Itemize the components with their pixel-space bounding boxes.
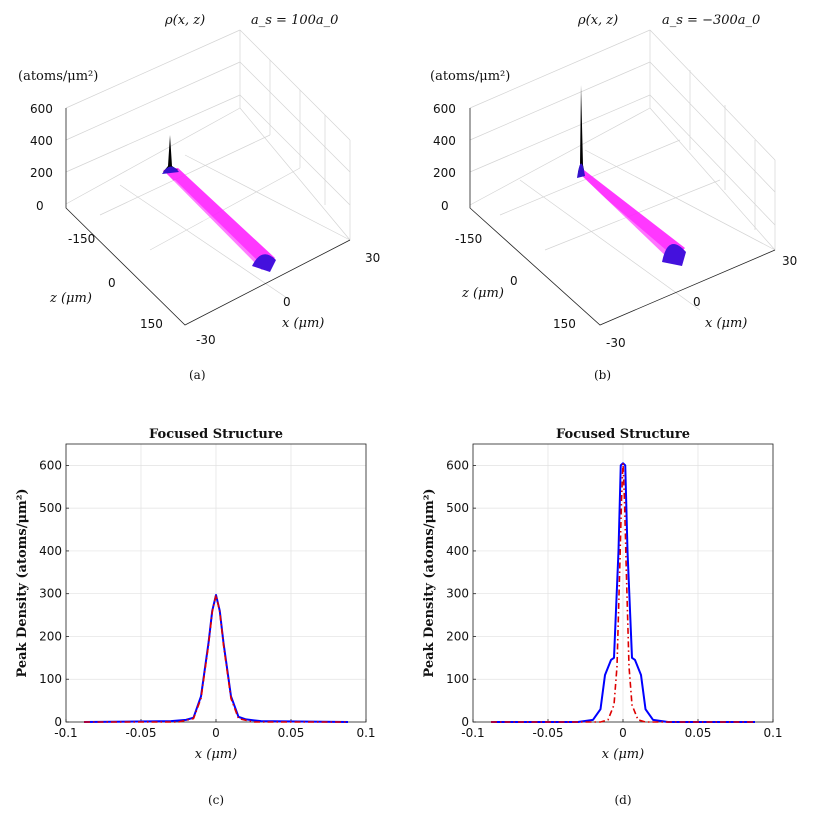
- density-peak-base: [577, 163, 585, 178]
- density-peak: [163, 135, 178, 172]
- x-axis-label: x (μm): [282, 316, 324, 331]
- xtick: 0: [693, 295, 701, 309]
- ztick: -150: [68, 232, 95, 246]
- ytick: 0: [36, 199, 44, 213]
- panel-d-line-chart: -0.1 -0.05 0 0.05 0.1 0 100 200 300 400 500 600 Foc…: [422, 427, 783, 807]
- ztick: 150: [553, 317, 576, 331]
- x-tick-label: -0.1: [461, 726, 484, 740]
- y-tick-label: 200: [39, 629, 62, 643]
- density-label: ρ(x, z): [577, 13, 618, 28]
- caption: (b): [594, 368, 611, 382]
- z-axis-label: z (μm): [461, 286, 504, 301]
- xtick: -30: [606, 336, 626, 350]
- x-tick-label: -0.1: [54, 726, 77, 740]
- xtick: 30: [365, 251, 380, 265]
- ytick: 400: [433, 134, 456, 148]
- x-axis-label: x (μm): [705, 316, 747, 331]
- y-tick-label: 600: [446, 458, 469, 472]
- x-tick-label: 0: [212, 726, 220, 740]
- ztick: -150: [455, 232, 482, 246]
- y-tick-label: 0: [54, 715, 62, 729]
- caption: (a): [189, 368, 206, 382]
- density-end-cap: [252, 254, 276, 272]
- ytick: 0: [441, 199, 449, 213]
- series-line-gaussian-fit: [491, 462, 755, 723]
- y-tick-label: 400: [446, 544, 469, 558]
- scattering-length-label: a_s = −300a_0: [662, 13, 760, 28]
- panel-b-surface-plot: 600 400 200 0 -150 0 150 30 0 -30 ρ(x, z…: [430, 13, 797, 382]
- y-tick-label: 400: [39, 544, 62, 558]
- panel-a-surface-plot: 600 400 200 0 -150 0 150 30 0 -30 ρ(x, z…: [18, 13, 380, 382]
- ztick: 0: [108, 276, 116, 290]
- x-tick-label: 0: [619, 726, 627, 740]
- ytick: 200: [433, 166, 456, 180]
- xtick: 30: [782, 254, 797, 268]
- x-tick-label: 0.1: [356, 726, 375, 740]
- x-tick-label: 0.05: [685, 726, 712, 740]
- x-tick-label: 0.05: [278, 726, 305, 740]
- density-tube-fade: [165, 180, 262, 268]
- density-peak: [578, 85, 584, 172]
- chart-title: Focused Structure: [556, 427, 690, 442]
- y-tick-label: 100: [39, 672, 62, 686]
- density-label: ρ(x, z): [164, 13, 205, 28]
- y-tick-label: 500: [39, 501, 62, 515]
- caption: (c): [208, 793, 224, 807]
- y-tick-label: 300: [39, 587, 62, 601]
- unit-label: (atoms/μm²): [430, 69, 510, 84]
- ytick: 600: [433, 102, 456, 116]
- unit-label: (atoms/μm²): [18, 69, 98, 84]
- density-tube: [578, 170, 685, 262]
- scattering-length-label: a_s = 100a_0: [251, 13, 338, 28]
- density-tube-fade: [580, 180, 672, 260]
- y-tick-label: 100: [446, 672, 469, 686]
- x-tick-label: -0.05: [532, 726, 563, 740]
- caption: (d): [614, 793, 631, 807]
- y-tick-label: 500: [446, 501, 469, 515]
- ytick: 400: [30, 134, 53, 148]
- x-axis-label: x (μm): [195, 747, 237, 762]
- y-tick-label: 0: [461, 715, 469, 729]
- chart-title: Focused Structure: [149, 427, 283, 442]
- y-tick-label: 200: [446, 629, 469, 643]
- ztick: 0: [510, 274, 518, 288]
- y-axis-label: Peak Density (atoms/μm²): [15, 488, 30, 677]
- x-tick-label: -0.05: [125, 726, 156, 740]
- density-peak-base: [162, 166, 179, 174]
- density-tube: [163, 168, 275, 270]
- ytick: 600: [30, 102, 53, 116]
- series-line-numerical: [491, 462, 755, 723]
- y-tick-label: 300: [446, 587, 469, 601]
- x-tick-label: 0.1: [763, 726, 782, 740]
- xtick: -30: [196, 333, 216, 347]
- ztick: 150: [140, 317, 163, 331]
- density-end-cap: [662, 244, 686, 266]
- x-axis-label: x (μm): [602, 747, 644, 762]
- z-axis-label: z (μm): [49, 291, 92, 306]
- panel-c-line-chart: -0.1 -0.05 0 0.05 0.1 0 100 200 300 400 500 600 Foc…: [15, 427, 376, 807]
- ytick: 200: [30, 166, 53, 180]
- y-axis-label: Peak Density (atoms/μm²): [422, 488, 437, 677]
- y-tick-label: 600: [39, 458, 62, 472]
- series-line-gaussian-fit: [84, 594, 348, 723]
- xtick: 0: [283, 295, 291, 309]
